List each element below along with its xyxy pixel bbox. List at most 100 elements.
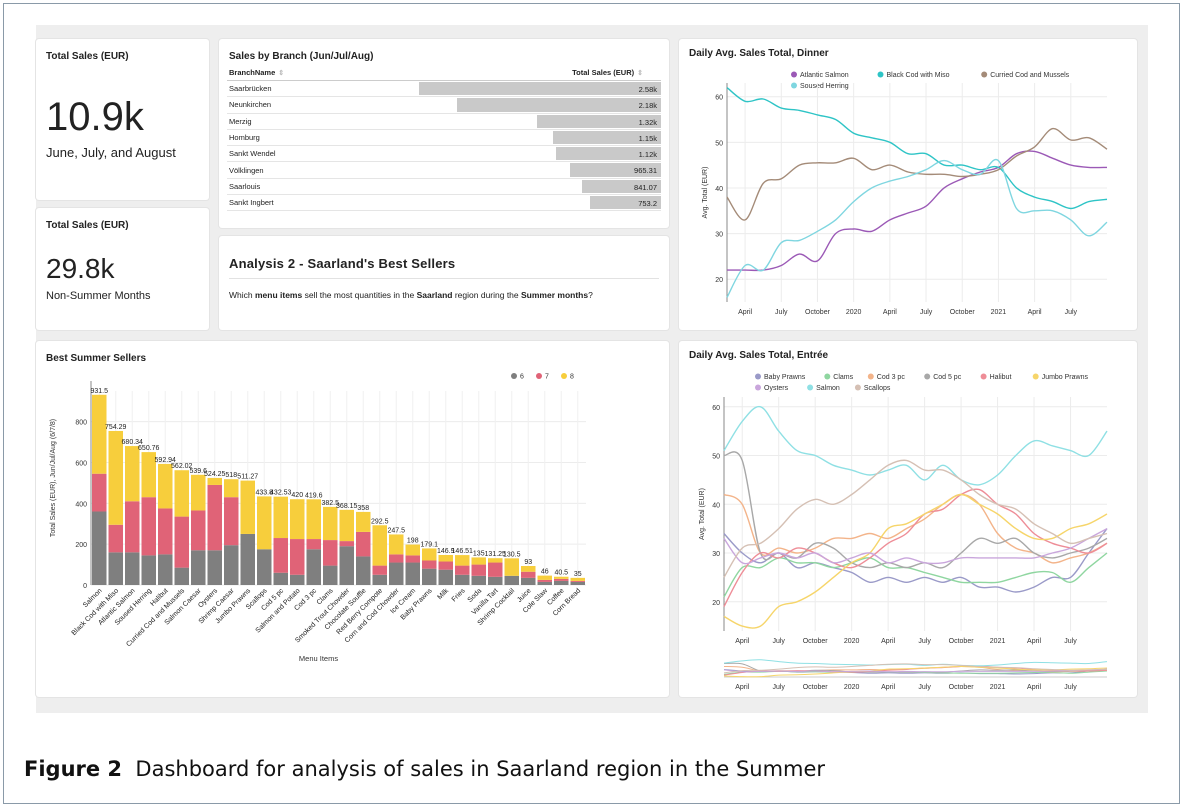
legend-item: 7 — [545, 374, 549, 381]
entree-line-chart: Daily Avg. Sales Total, Entrée Baby Prawn… — [689, 350, 1108, 691]
legend-item: Cod 5 pc — [933, 374, 962, 381]
kpi-nonsummer-card: Total Sales (EUR) 29.8k Non-Summer Month… — [36, 208, 209, 330]
legend-item: Black Cod with Miso — [887, 72, 950, 79]
bar-segment — [290, 574, 305, 585]
bar-total-label: 35 — [574, 571, 582, 578]
bar-segment — [438, 569, 453, 585]
bar-segment — [570, 581, 585, 585]
y-tick-label: 800 — [75, 420, 87, 427]
bar-total-label: 432.53 — [270, 490, 292, 497]
bar-segment — [438, 555, 453, 562]
bar-segment — [174, 470, 189, 517]
column-header-branch[interactable]: BranchName ⇕ — [227, 65, 419, 81]
table-row: Saarbrücken 2.58k — [227, 80, 661, 98]
y-axis-label: Avg. Total (EUR) — [702, 167, 709, 219]
table-row: Sankt Wendel 1.12k — [227, 145, 661, 163]
bar-segment — [141, 497, 156, 556]
bar-segment — [405, 562, 420, 585]
legend-item: Oysters — [764, 385, 789, 392]
table-row: Sankt Ingbert 753.2 — [227, 194, 661, 212]
bar-segment — [537, 579, 552, 582]
x-tick-label: October — [803, 638, 829, 645]
branch-name: Neunkirchen — [227, 96, 419, 114]
bar-segment — [257, 496, 272, 550]
branch-name: Merzig — [227, 113, 419, 130]
series-line — [723, 405, 1108, 486]
y-tick-label: 40 — [712, 502, 720, 509]
branch-total-cell: 753.2 — [419, 194, 661, 212]
figure-frame — [3, 3, 1180, 804]
bar-segment — [224, 479, 239, 498]
branch-total-cell: 1.15k — [419, 129, 661, 147]
brush-series-line — [723, 668, 1108, 673]
brush-series-line — [723, 663, 1108, 674]
x-tick-label: April — [735, 638, 749, 645]
branch-total-bar — [555, 147, 661, 161]
x-tick-label: July — [1065, 309, 1078, 316]
bar-segment — [554, 576, 569, 579]
legend-item: Jumbo Prawns — [1042, 374, 1089, 381]
branch-name: Sankt Wendel — [227, 145, 419, 163]
branch-total-cell: 1.32k — [419, 113, 661, 130]
x-tick-label: April — [738, 309, 752, 316]
x-tick-label: 2020 — [846, 309, 862, 316]
series-line — [723, 459, 1108, 578]
branch-total-bar — [456, 98, 661, 112]
bar-segment — [191, 550, 206, 585]
bar-total-label: 146.9 — [437, 548, 455, 555]
bar-segment — [422, 568, 437, 585]
bar-segment — [92, 511, 107, 585]
bar-segment — [537, 581, 552, 585]
y-tick-label: 600 — [75, 460, 87, 467]
legend-item: Scallops — [864, 385, 891, 392]
legend-swatch — [536, 373, 542, 379]
kpi-title: Total Sales (EUR) — [46, 220, 129, 231]
dinner-line-chart: Daily Avg. Sales Total, Dinner Atlantic S… — [689, 48, 1108, 316]
bar-total-label: 131.25 — [485, 551, 507, 558]
bar-segment — [356, 511, 371, 532]
x-tick-label: July — [920, 309, 933, 316]
entree-chart-card: Daily Avg. Sales Total, Entrée Baby Prawn… — [679, 341, 1137, 697]
legend-swatch — [755, 384, 761, 391]
bar-total-label: 146.51 — [452, 548, 474, 555]
branch-total-bar — [582, 179, 661, 194]
branch-total-bar — [570, 163, 661, 177]
legend-swatch — [755, 373, 761, 380]
x-axis-label: Menu Items — [299, 654, 338, 663]
legend-swatch — [854, 384, 861, 391]
table-row: Neunkirchen 2.18k — [227, 96, 661, 114]
bar-total-label: 754.29 — [105, 424, 127, 431]
bar-segment — [207, 550, 222, 585]
brush-tick-label: October — [949, 684, 975, 691]
legend-swatch — [1032, 373, 1039, 380]
legend-swatch — [924, 373, 931, 380]
bar-segment — [290, 499, 305, 540]
branch-total-value: 1.15k — [638, 133, 657, 143]
branch-name: Saarbrücken — [227, 80, 419, 98]
bar-segment — [339, 546, 354, 585]
series-line — [723, 552, 1108, 598]
bar-total-label: 433.8 — [255, 489, 273, 496]
bar-total-label: 562.02 — [171, 463, 193, 470]
sort-icon: ⇕ — [637, 70, 643, 77]
bar-segment — [570, 580, 585, 582]
column-header-total[interactable]: Total Sales (EUR) ⇕ — [419, 65, 661, 81]
legend-item: Clams — [833, 374, 853, 381]
x-tick-label: 2021 — [990, 638, 1006, 645]
x-tick-label: Fries — [451, 587, 467, 603]
branch-name: Völklingen — [227, 161, 419, 179]
x-tick-label: July — [775, 309, 788, 316]
x-tick-label: October — [950, 309, 976, 316]
bar-segment — [521, 566, 536, 572]
divider — [229, 278, 659, 279]
branch-name: Homburg — [227, 129, 419, 147]
bar-segment — [207, 477, 222, 485]
bar-segment — [323, 540, 338, 566]
table-row: Homburg 1.15k — [227, 129, 661, 147]
brush-tick-label: July — [1064, 684, 1077, 691]
branch-total-bar — [537, 114, 661, 128]
legend-swatch — [807, 384, 814, 391]
bar-segment — [422, 560, 437, 569]
bar-segment — [389, 562, 404, 585]
bar-segment — [141, 452, 156, 498]
